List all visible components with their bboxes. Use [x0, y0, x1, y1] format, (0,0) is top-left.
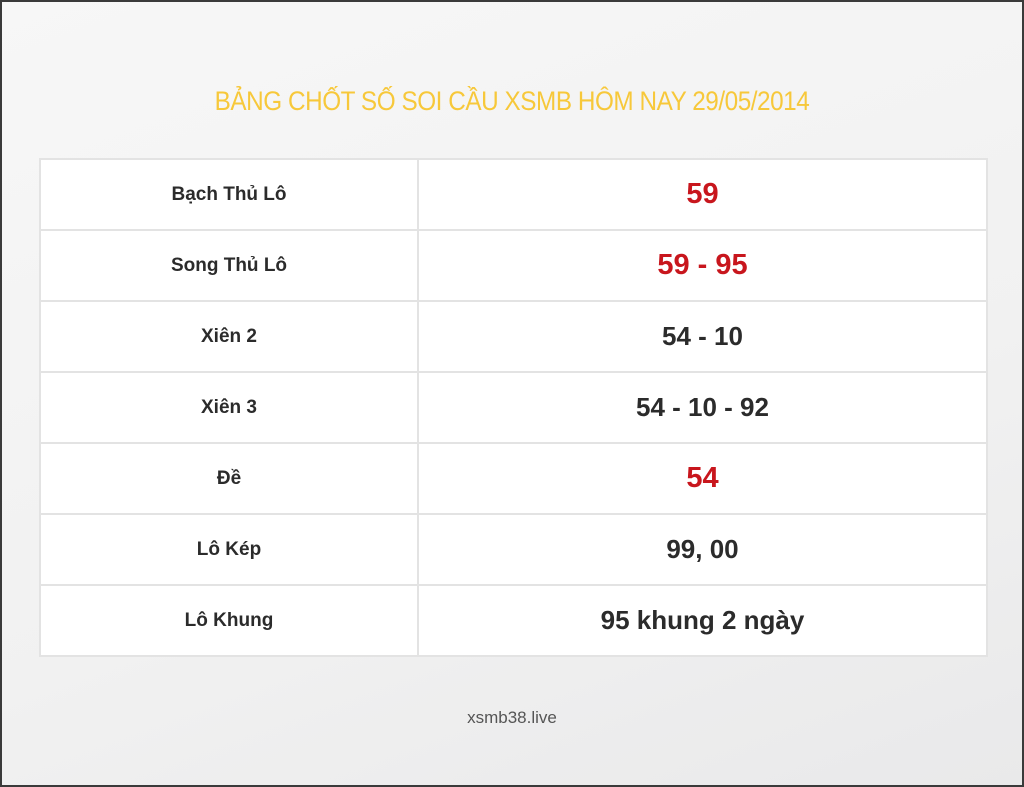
table-row: Đề 54 [39, 442, 988, 515]
row-value: 59 - 95 [417, 229, 988, 302]
site-watermark: xsmb38.live [467, 708, 557, 727]
row-label: Bạch Thủ Lô [39, 158, 419, 231]
table-row: Xiên 3 54 - 10 - 92 [39, 371, 988, 444]
row-value: 95 khung 2 ngày [417, 584, 988, 657]
table-row: Lô Khung 95 khung 2 ngày [39, 584, 988, 657]
row-label: Song Thủ Lô [39, 229, 419, 302]
table-row: Bạch Thủ Lô 59 [39, 158, 988, 231]
table-row: Xiên 2 54 - 10 [39, 300, 988, 373]
row-value: 59 [417, 158, 988, 231]
page-title: BẢNG CHỐT SỐ SOI CẦU XSMB HÔM NAY 29/05/… [214, 86, 810, 116]
row-value: 54 - 10 [417, 300, 988, 373]
table-row: Lô Kép 99, 00 [39, 513, 988, 586]
row-label: Lô Kép [39, 513, 419, 586]
row-label: Xiên 3 [39, 371, 419, 444]
row-value: 54 - 10 - 92 [417, 371, 988, 444]
prediction-table: Bạch Thủ Lô 59 Song Thủ Lô 59 - 95 Xiên 2 54 … [39, 158, 988, 657]
row-label: Lô Khung [39, 584, 419, 657]
row-value: 99, 00 [417, 513, 988, 586]
row-label: Xiên 2 [39, 300, 419, 373]
table-row: Song Thủ Lô 59 - 95 [39, 229, 988, 302]
row-value: 54 [417, 442, 988, 515]
row-label: Đề [39, 442, 419, 515]
